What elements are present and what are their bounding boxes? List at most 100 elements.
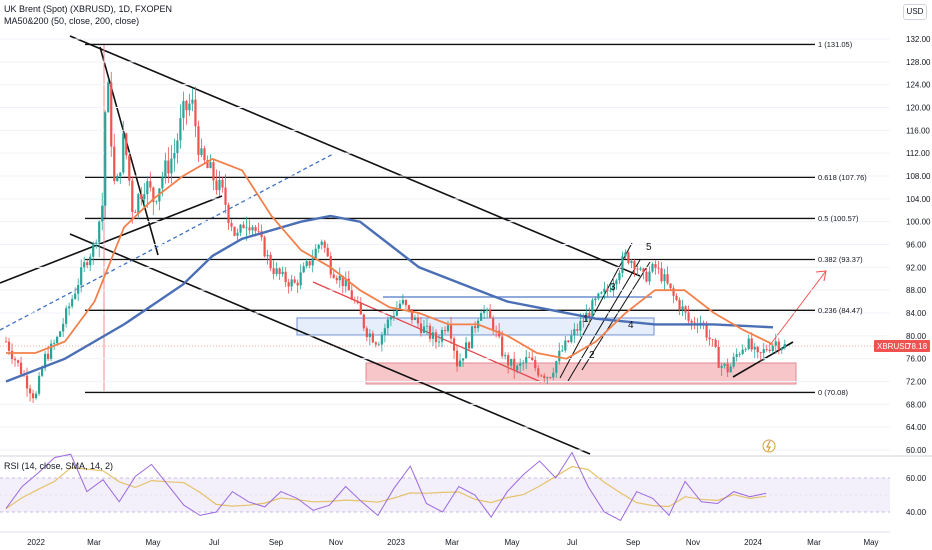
- candle-body: [59, 331, 62, 337]
- candle-body: [669, 283, 672, 289]
- price-tick-label: 72.00: [906, 378, 927, 387]
- candle-body: [633, 261, 636, 269]
- price-axis[interactable]: 132.00 128.00 124.00 120.00 116.00 112.00 108.…: [906, 35, 931, 455]
- rsi-line: [5, 451, 767, 522]
- candle-body: [401, 300, 405, 304]
- candle-body: [690, 320, 693, 323]
- candle-body: [43, 353, 47, 369]
- candle-body: [651, 263, 654, 272]
- candle-body: [675, 295, 678, 300]
- candle-body: [771, 345, 774, 351]
- price-tick-label: 124.00: [906, 81, 931, 90]
- candle-body: [597, 293, 600, 299]
- candle-body: [714, 339, 717, 347]
- candle-body: [717, 346, 720, 368]
- currency-button[interactable]: USD: [903, 4, 927, 20]
- candle-body: [567, 340, 570, 343]
- dashed-trendline: [0, 153, 334, 331]
- candle-body: [239, 224, 242, 233]
- candle-body: [630, 261, 633, 263]
- wave-label: 2: [589, 350, 595, 361]
- candle-body: [678, 299, 681, 310]
- candle-body: [167, 160, 170, 174]
- candle-body: [449, 325, 453, 339]
- candle-body: [98, 221, 101, 243]
- candle-body: [10, 350, 14, 359]
- candle-body: [606, 288, 609, 291]
- time-tick-label: Mar: [87, 538, 101, 547]
- candle-body: [248, 227, 251, 231]
- candle-body: [615, 280, 618, 285]
- candle-body: [266, 254, 269, 257]
- candle-body: [738, 353, 741, 355]
- candle-body: [639, 268, 642, 270]
- candle-body: [287, 282, 290, 287]
- candle-body: [164, 160, 167, 178]
- candle-body: [774, 341, 777, 346]
- candle-body: [543, 375, 546, 379]
- time-tick-label: May: [145, 538, 160, 547]
- candle-body: [741, 349, 744, 354]
- fib-label: 0.5 (100.57): [818, 214, 859, 223]
- candle-body: [233, 226, 236, 236]
- price-tick-label: 64.00: [906, 423, 927, 432]
- candle-body: [663, 274, 666, 282]
- candle-body: [119, 172, 122, 177]
- candle-body: [251, 227, 254, 231]
- candle-body: [768, 349, 771, 351]
- candle-body: [681, 306, 684, 310]
- candle-body: [161, 177, 164, 189]
- candle-body: [131, 180, 134, 212]
- candle-body: [356, 301, 359, 304]
- candle-body: [377, 344, 380, 346]
- candle-body: [492, 318, 495, 331]
- candle-body: [624, 252, 627, 257]
- time-tick-label: Jul: [567, 538, 577, 547]
- time-tick-label: Nov: [329, 538, 343, 547]
- fib-label: 0 (70.08): [818, 388, 849, 397]
- candle-body: [317, 244, 320, 249]
- candle-body: [236, 232, 239, 236]
- price-tick-label: 104.00: [906, 195, 931, 204]
- ma200-line: [5, 214, 774, 383]
- candle-body: [576, 329, 579, 331]
- candle-body: [83, 262, 86, 268]
- candle-body: [140, 194, 143, 200]
- candle-body: [146, 181, 149, 195]
- candle-body: [434, 332, 438, 343]
- candle-body: [37, 375, 41, 394]
- candle-body: [46, 353, 50, 359]
- candle-body: [110, 82, 113, 147]
- candle-body: [197, 126, 200, 155]
- price-tick-label: 132.00: [906, 35, 931, 44]
- candle-body: [582, 320, 585, 322]
- candle-body: [765, 349, 768, 350]
- candle-body: [31, 393, 35, 399]
- candle-body: [489, 310, 492, 319]
- candle-body: [34, 393, 38, 399]
- candle-body: [365, 328, 368, 338]
- candle-body: [479, 313, 483, 321]
- candle-body: [353, 299, 356, 302]
- wave-label: 1: [583, 314, 589, 325]
- time-axis[interactable]: 2022 Mar May Jul Sep Nov 2023 Mar May Jul Sep Nov 20…: [27, 538, 878, 547]
- candle-body: [341, 275, 344, 287]
- candle-body: [278, 268, 281, 275]
- badge-value: 78.18: [907, 342, 928, 351]
- candle-body: [425, 325, 429, 327]
- candle-body: [62, 323, 65, 332]
- candle-body: [329, 256, 332, 275]
- candle-body: [263, 237, 266, 257]
- lightning-icon[interactable]: [762, 439, 776, 453]
- candle-body: [332, 274, 335, 278]
- candle-body: [528, 357, 531, 358]
- price-tick-label: 76.00: [906, 355, 927, 364]
- candle-body: [104, 112, 107, 206]
- candle-body: [245, 227, 248, 229]
- candle-body: [194, 99, 197, 127]
- rsi-tick-label: 60.00: [906, 474, 927, 483]
- candle-body: [40, 368, 44, 376]
- candle-body: [137, 194, 140, 213]
